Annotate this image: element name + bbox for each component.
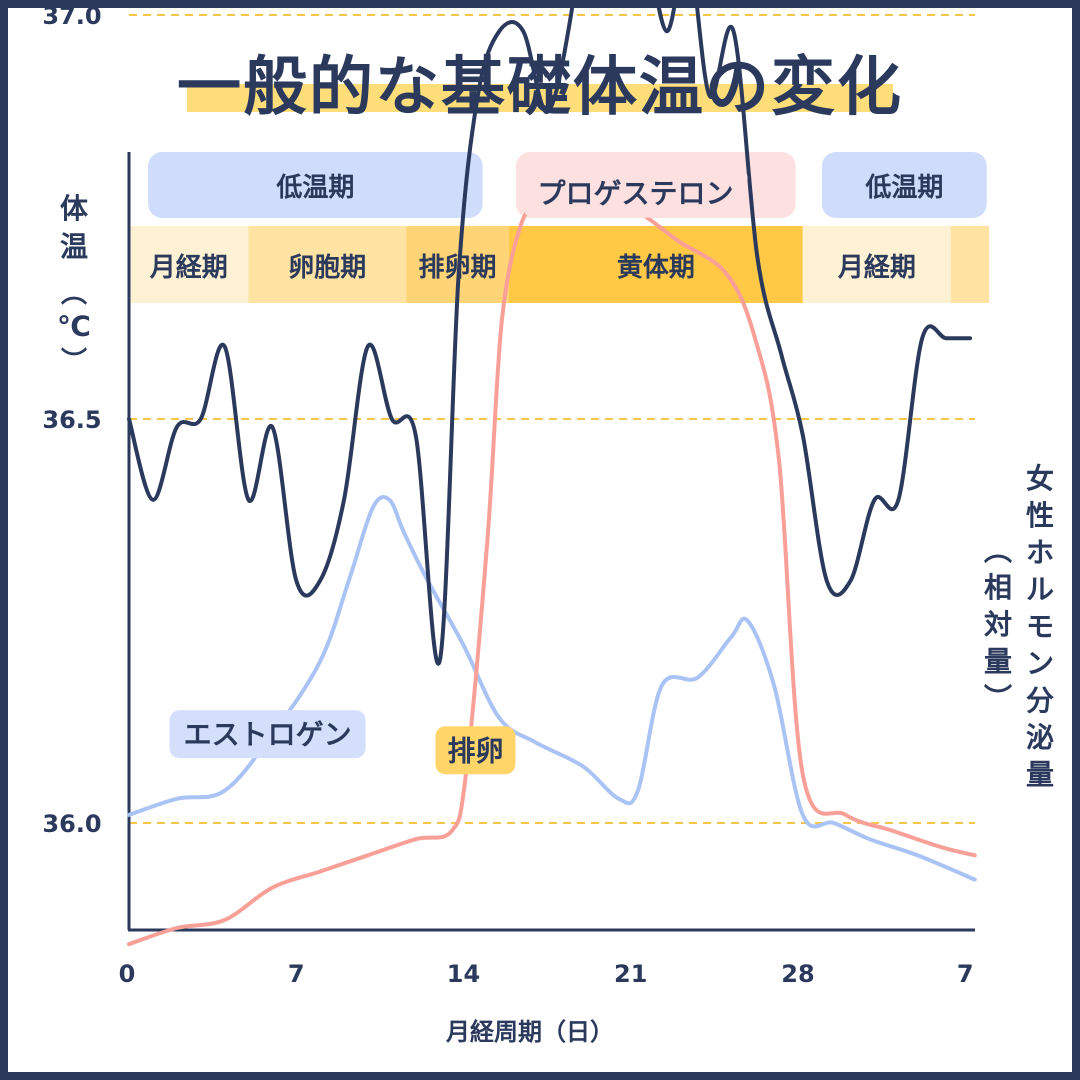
ovulation-badge bbox=[435, 726, 516, 775]
series-label-badge bbox=[169, 710, 366, 759]
right-axis-title-char: モ bbox=[1026, 610, 1054, 643]
right-axis-title-char: 女 bbox=[1026, 462, 1054, 495]
series-labels: 体温プロゲステロンエストロゲン排卵 bbox=[169, 167, 748, 775]
right-axis-title-char: 泌 bbox=[1026, 721, 1054, 754]
stage-band bbox=[248, 226, 407, 303]
x-tick-label: 21 bbox=[614, 960, 647, 988]
phase-label: 低温期 bbox=[864, 173, 943, 203]
y-axis-title-char: ︶ bbox=[61, 347, 87, 377]
right-axis-title-char: ︵ bbox=[984, 534, 1012, 567]
y-axis-title-char: 温 bbox=[60, 230, 88, 263]
right-axis-title-char: ︶ bbox=[984, 682, 1012, 715]
stage-label: 卵胞期 bbox=[288, 252, 366, 283]
y-axis-title-char: ℃ bbox=[57, 310, 91, 343]
series-line-1 bbox=[127, 204, 977, 947]
phase-band bbox=[148, 152, 483, 218]
right-axis-title-char: ン bbox=[1026, 647, 1054, 680]
series-line-2 bbox=[127, 495, 977, 882]
ovulation-label: 排卵 bbox=[447, 734, 503, 767]
x-tick-label: 0 bbox=[119, 960, 136, 988]
x-tick-label: 7 bbox=[957, 960, 974, 988]
x-axis-title: 月経周期（日） bbox=[445, 1018, 614, 1046]
phase-band bbox=[821, 152, 987, 218]
right-axis-title-char: 相 bbox=[984, 571, 1012, 604]
stage-label: 月経期 bbox=[149, 252, 228, 283]
right-axis-title-char: 分 bbox=[1026, 684, 1054, 717]
x-tick-label: 14 bbox=[447, 960, 480, 988]
series-label: プロゲステロン bbox=[538, 177, 734, 210]
gridlines bbox=[129, 14, 975, 824]
x-tick-label: 28 bbox=[781, 960, 814, 988]
y-tick-label: 36.5 bbox=[42, 406, 101, 434]
stage-label: 月経期 bbox=[837, 252, 916, 283]
series-lines bbox=[127, 0, 977, 947]
y-axis-title-char: 体 bbox=[60, 192, 89, 225]
series-label-badge bbox=[523, 167, 748, 218]
right-axis-title-char: 性 bbox=[1026, 499, 1054, 532]
y-tick-label: 37.0 bbox=[42, 2, 101, 30]
stage-band bbox=[802, 226, 951, 303]
series-label: エストロゲン bbox=[184, 718, 352, 751]
right-axis-title-char: 量 bbox=[984, 645, 1012, 678]
y-axis-title-char: ︵ bbox=[61, 279, 87, 309]
stage-bands: 月経期 卵胞期 排卵期 黄体期 月経期 bbox=[129, 226, 990, 303]
right-axis-title-char: 対 bbox=[984, 608, 1012, 641]
phase-label: 低温期 bbox=[275, 173, 354, 203]
stage-band bbox=[950, 226, 990, 303]
stage-band bbox=[129, 226, 249, 303]
y-tick-label: 36.0 bbox=[42, 810, 101, 838]
series-line-0 bbox=[127, 0, 972, 666]
right-axis-title-char: 量 bbox=[1026, 758, 1054, 791]
stage-label: 黄体期 bbox=[617, 253, 695, 283]
x-tick-label: 7 bbox=[288, 960, 305, 988]
right-axis-title-char: ル bbox=[1026, 573, 1054, 606]
right-axis-title-char: ホ bbox=[1026, 536, 1054, 569]
